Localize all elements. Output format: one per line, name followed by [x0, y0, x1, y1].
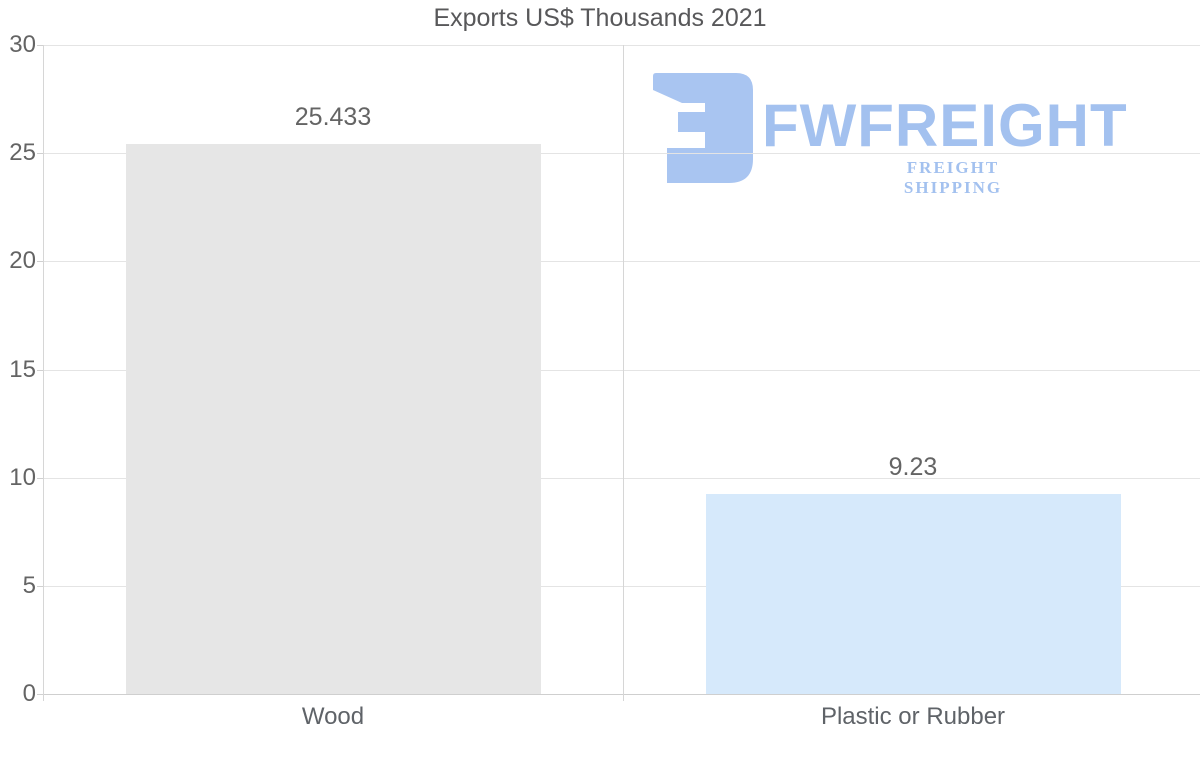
ytick-mark-5: [37, 586, 43, 587]
ytick-mark-20: [37, 261, 43, 262]
ytick-label-0: 0: [22, 680, 36, 707]
ytick-label-30: 30: [9, 31, 36, 58]
xtick-label-0: Wood: [301, 703, 365, 730]
gridline-y25: [43, 153, 1200, 154]
gridline-y0: [43, 694, 1200, 695]
gridline-y30: [43, 45, 1200, 46]
chart-title: Exports US$ Thousands 2021: [433, 4, 767, 32]
ytick-mark-25: [37, 153, 43, 154]
gridline-y15: [43, 370, 1200, 371]
fwfreight-logo-icon: [653, 73, 753, 183]
value-label-0: 25.433: [294, 103, 372, 131]
category-separator-line: [623, 45, 624, 701]
y-axis-line: [43, 45, 44, 701]
logo-brand-text: FWFREIGHT: [762, 92, 1128, 159]
ytick-label-25: 25: [9, 139, 36, 166]
bar-plastic-or-rubber[interactable]: [706, 494, 1121, 694]
gridline-y10: [43, 478, 1200, 479]
ytick-mark-0: [37, 694, 43, 695]
gridline-y20: [43, 261, 1200, 262]
logo-tagline-text: FREIGHT SHIPPING: [903, 158, 1003, 197]
ytick-mark-30: [37, 45, 43, 46]
gridline-y5: [43, 586, 1200, 587]
ytick-mark-15: [37, 370, 43, 371]
bar-wood[interactable]: [126, 144, 541, 694]
ytick-mark-10: [37, 478, 43, 479]
xtick-label-1: Plastic or Rubber: [820, 703, 1006, 730]
ytick-label-10: 10: [9, 464, 36, 491]
ytick-label-20: 20: [9, 247, 36, 274]
ytick-label-15: 15: [9, 356, 36, 383]
value-label-1: 9.23: [888, 453, 938, 481]
ytick-label-5: 5: [22, 572, 36, 599]
